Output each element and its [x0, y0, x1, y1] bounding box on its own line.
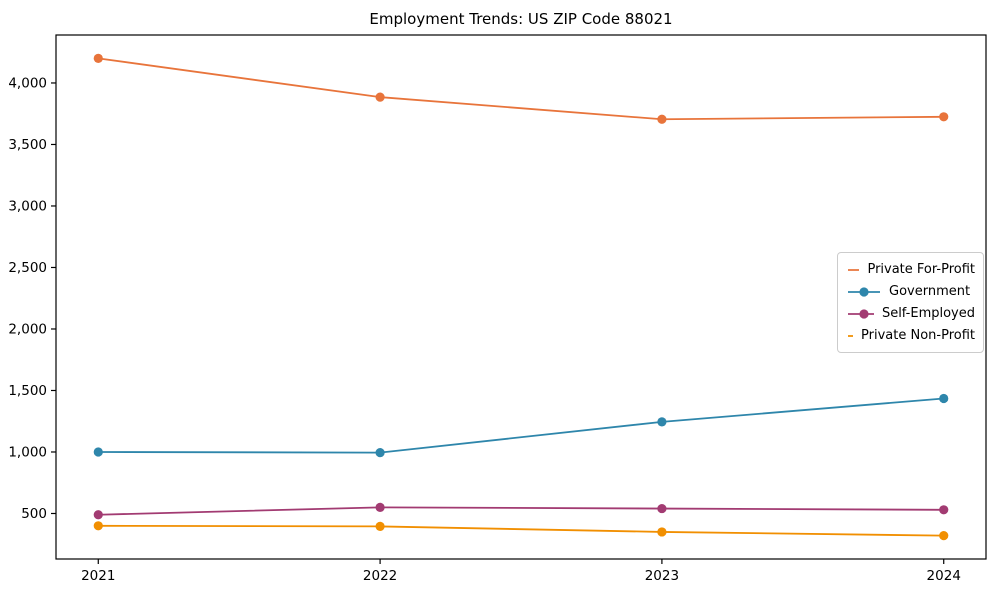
series-marker-government [375, 448, 385, 458]
series-marker-private-for-profit [939, 112, 949, 122]
y-tick-label: 2,000 [8, 321, 47, 337]
legend-label: Self-Employed [881, 306, 975, 321]
series-line-private-for-profit [98, 57, 944, 121]
legend-line-marker-icon [848, 334, 854, 337]
legend: Private For-Profit Government Self-Employe… [837, 252, 984, 353]
series-marker-government [939, 393, 949, 404]
series-marker-private-for-profit [375, 92, 385, 102]
series-marker-private-non-profit [939, 531, 949, 541]
series-line-self-employed [98, 506, 944, 516]
chart-title: Employment Trends: US ZIP Code 88021 [369, 10, 673, 28]
series-marker-private-for-profit [93, 53, 103, 63]
y-tick-label: 1,000 [8, 444, 47, 460]
series-line-private-non-profit [98, 524, 944, 537]
series-marker-government [93, 447, 103, 457]
series-marker-government [657, 417, 667, 427]
legend-dot [859, 286, 869, 297]
legend-label: Private Non-Profit [861, 328, 975, 343]
x-tick-label: 2023 [645, 568, 679, 584]
series-marker-private-for-profit [657, 114, 667, 124]
legend-label: Private For-Profit [867, 262, 975, 277]
legend-line-marker-icon [848, 268, 860, 271]
x-tick-label: 2024 [927, 568, 961, 584]
legend-item: Self-Employed [847, 305, 975, 322]
x-tick-label: 2021 [81, 568, 115, 584]
series-marker-private-non-profit [93, 521, 103, 531]
y-tick-label: 3,500 [8, 137, 47, 153]
legend-line-marker-icon [848, 286, 880, 297]
legend-label: Government [889, 284, 971, 299]
legend-item: Government [847, 283, 975, 300]
legend-dot [859, 308, 869, 319]
series-marker-private-non-profit [375, 521, 385, 532]
y-tick-label: 4,000 [8, 75, 47, 91]
y-tick-label: 1,500 [8, 383, 47, 399]
series-line-government [98, 397, 944, 454]
series-marker-private-non-profit [657, 527, 667, 537]
plot-border [55, 34, 987, 560]
series-marker-self-employed [375, 502, 385, 512]
series-marker-self-employed [657, 503, 667, 514]
x-tick-label: 2022 [363, 568, 397, 584]
legend-item: Private For-Profit [847, 261, 975, 278]
legend-item: Private Non-Profit [847, 327, 975, 344]
y-tick-label: 3,000 [8, 198, 47, 214]
y-tick-label: 2,500 [8, 260, 47, 276]
y-tick-label: 500 [21, 506, 47, 522]
series-marker-self-employed [939, 505, 949, 515]
legend-line-marker-icon [848, 308, 874, 319]
series-marker-self-employed [93, 510, 103, 520]
